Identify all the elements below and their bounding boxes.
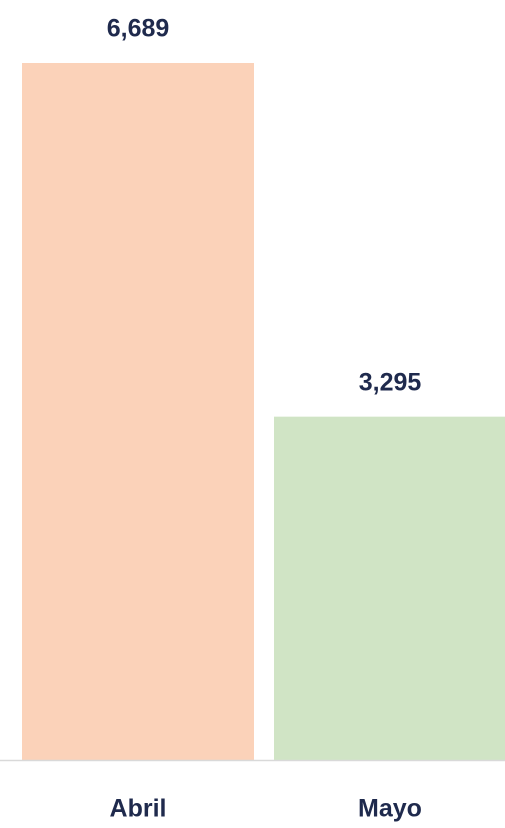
- value-label: 6,689: [107, 15, 170, 43]
- x-tick-label: Abril: [110, 795, 167, 823]
- x-tick-label: Mayo: [358, 795, 422, 823]
- bar: [274, 416, 505, 760]
- value-label: 3,295: [359, 368, 422, 396]
- bar: [22, 63, 254, 760]
